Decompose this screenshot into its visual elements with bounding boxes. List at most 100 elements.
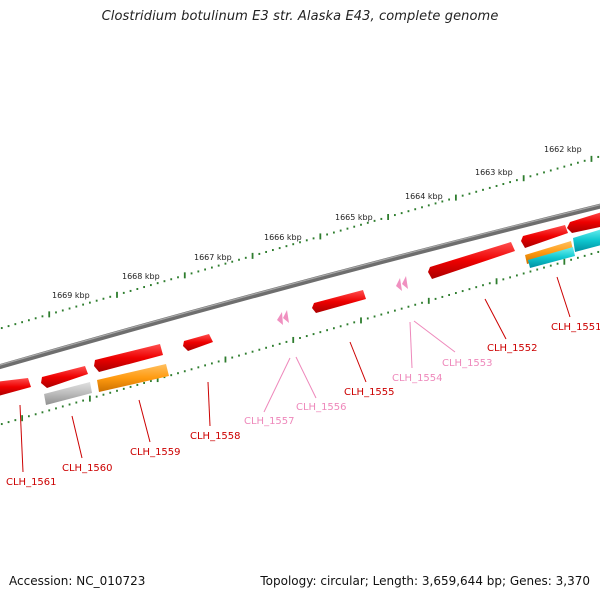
scale-minor-tick: [231, 356, 234, 359]
scale-minor-tick: [143, 381, 146, 384]
scale-minor-tick: [421, 206, 423, 209]
gene-label-clh1561: CLH_1561: [6, 477, 57, 488]
scale-minor-tick: [468, 192, 471, 195]
scale-minor-tick: [332, 231, 335, 234]
scale-minor-tick: [136, 287, 139, 290]
scale-minor-tick: [387, 311, 390, 314]
gene-label-clh1555: CLH_1555: [344, 387, 395, 398]
scale-minor-tick: [129, 289, 132, 292]
scale-minor-tick: [346, 323, 349, 326]
scale-minor-tick: [292, 243, 295, 246]
scale-minor-tick: [332, 327, 335, 330]
gene-feature-clh1554[interactable]: [396, 278, 402, 291]
genome-backbone: [0, 203, 600, 370]
scale-minor-tick: [434, 202, 437, 205]
scale-minor-tick: [515, 179, 518, 182]
gene-feature-clh1561[interactable]: [0, 378, 31, 396]
scale-minor-tick: [21, 321, 24, 324]
gene-feature-clh1556[interactable]: [283, 310, 289, 323]
scale-minor-tick: [122, 387, 125, 390]
scale-minor-tick: [224, 262, 227, 265]
scale-minor-tick: [380, 313, 383, 316]
scale-minor-tick: [116, 389, 118, 392]
gene-feature-clh1560[interactable]: [41, 366, 88, 388]
scale-minor-tick: [183, 370, 186, 373]
scale-minor-tick: [68, 403, 71, 406]
scale-minor-tick: [82, 303, 85, 306]
scale-minor-tick: [407, 305, 410, 308]
gene-feature-red-right-1[interactable]: [521, 225, 568, 248]
scale-minor-tick: [88, 301, 91, 304]
scale-minor-tick: [61, 405, 64, 408]
scale-minor-tick: [204, 364, 207, 367]
scale-minor-tick: [299, 337, 301, 339]
inner-scale-ring: [0, 250, 600, 426]
scale-minor-tick: [400, 212, 403, 215]
scale-minor-tick: [441, 200, 444, 203]
scale-minor-tick: [529, 270, 532, 273]
scale-minor-tick: [515, 274, 518, 277]
scale-minor-tick: [522, 272, 525, 275]
scale-minor-tick: [170, 278, 173, 281]
scale-minor-tick: [360, 223, 362, 226]
scale-minor-tick: [563, 165, 566, 168]
scale-minor-tick: [143, 286, 146, 289]
scale-minor-tick: [170, 374, 173, 377]
gene-label-clh1557: CLH_1557: [244, 416, 295, 427]
scale-major-tick: [360, 317, 362, 324]
gene-label-clh1552: CLH_1552: [487, 343, 538, 354]
scale-minor-tick: [0, 423, 3, 426]
scale-minor-tick: [7, 325, 10, 328]
scale-minor-tick: [448, 293, 451, 296]
scale-minor-tick: [299, 241, 301, 244]
scale-minor-tick: [441, 295, 444, 298]
scale-minor-tick: [41, 315, 44, 318]
scale-minor-tick: [414, 303, 417, 306]
scale-major-tick: [251, 252, 254, 259]
scale-minor-tick: [373, 219, 376, 222]
scale-minor-tick: [68, 307, 71, 310]
scale-minor-tick: [14, 323, 17, 326]
scale-minor-tick: [326, 233, 329, 236]
scale-minor-tick: [312, 333, 315, 336]
gene-feature-clh1552[interactable]: [428, 242, 515, 279]
gene-feature-clh1557[interactable]: [277, 312, 283, 325]
scale-minor-tick: [570, 258, 573, 261]
gene-feature-orange-1[interactable]: [97, 364, 169, 392]
scale-minor-tick: [366, 221, 369, 224]
gene-feature-clh1553[interactable]: [402, 276, 408, 289]
scale-minor-tick: [448, 198, 451, 201]
scale-major-tick: [319, 233, 322, 240]
gene-feature-grey[interactable]: [44, 382, 92, 405]
gene-feature-clh1551[interactable]: [567, 211, 600, 233]
gene-feature-clh1559[interactable]: [94, 344, 163, 372]
gene-feature-clh1555[interactable]: [312, 290, 366, 313]
scale-minor-tick: [258, 348, 261, 351]
gene-feature-clh1558[interactable]: [183, 334, 213, 351]
scale-major-tick: [454, 194, 457, 201]
scale-minor-tick: [244, 352, 247, 355]
scale-minor-tick: [278, 342, 281, 345]
genome-backbone-highlight: [0, 204, 600, 366]
scale-minor-tick: [41, 411, 44, 414]
scale-minor-tick: [217, 264, 220, 267]
gene-feature-cyan-1[interactable]: [528, 247, 575, 268]
scale-label: 1667 kbp: [194, 253, 232, 262]
scale-label: 1663 kbp: [475, 168, 513, 177]
scale-label: 1668 kbp: [122, 272, 160, 281]
scale-minor-tick: [434, 297, 437, 300]
scale-major-tick: [88, 395, 91, 402]
scale-minor-tick: [312, 237, 315, 240]
scale-minor-tick: [461, 290, 464, 293]
scale-major-tick: [495, 278, 498, 285]
scale-minor-tick: [156, 282, 159, 285]
scale-minor-tick: [7, 421, 10, 424]
gene-feature-cyan-2[interactable]: [573, 228, 600, 252]
scale-minor-tick: [48, 409, 51, 412]
scale-major-tick: [116, 291, 118, 298]
scale-minor-tick: [271, 249, 274, 252]
gene-label-clh1551: CLH_1551: [551, 322, 600, 333]
scale-minor-tick: [454, 292, 457, 295]
scale-minor-tick: [326, 329, 329, 332]
scale-minor-tick: [238, 258, 240, 261]
